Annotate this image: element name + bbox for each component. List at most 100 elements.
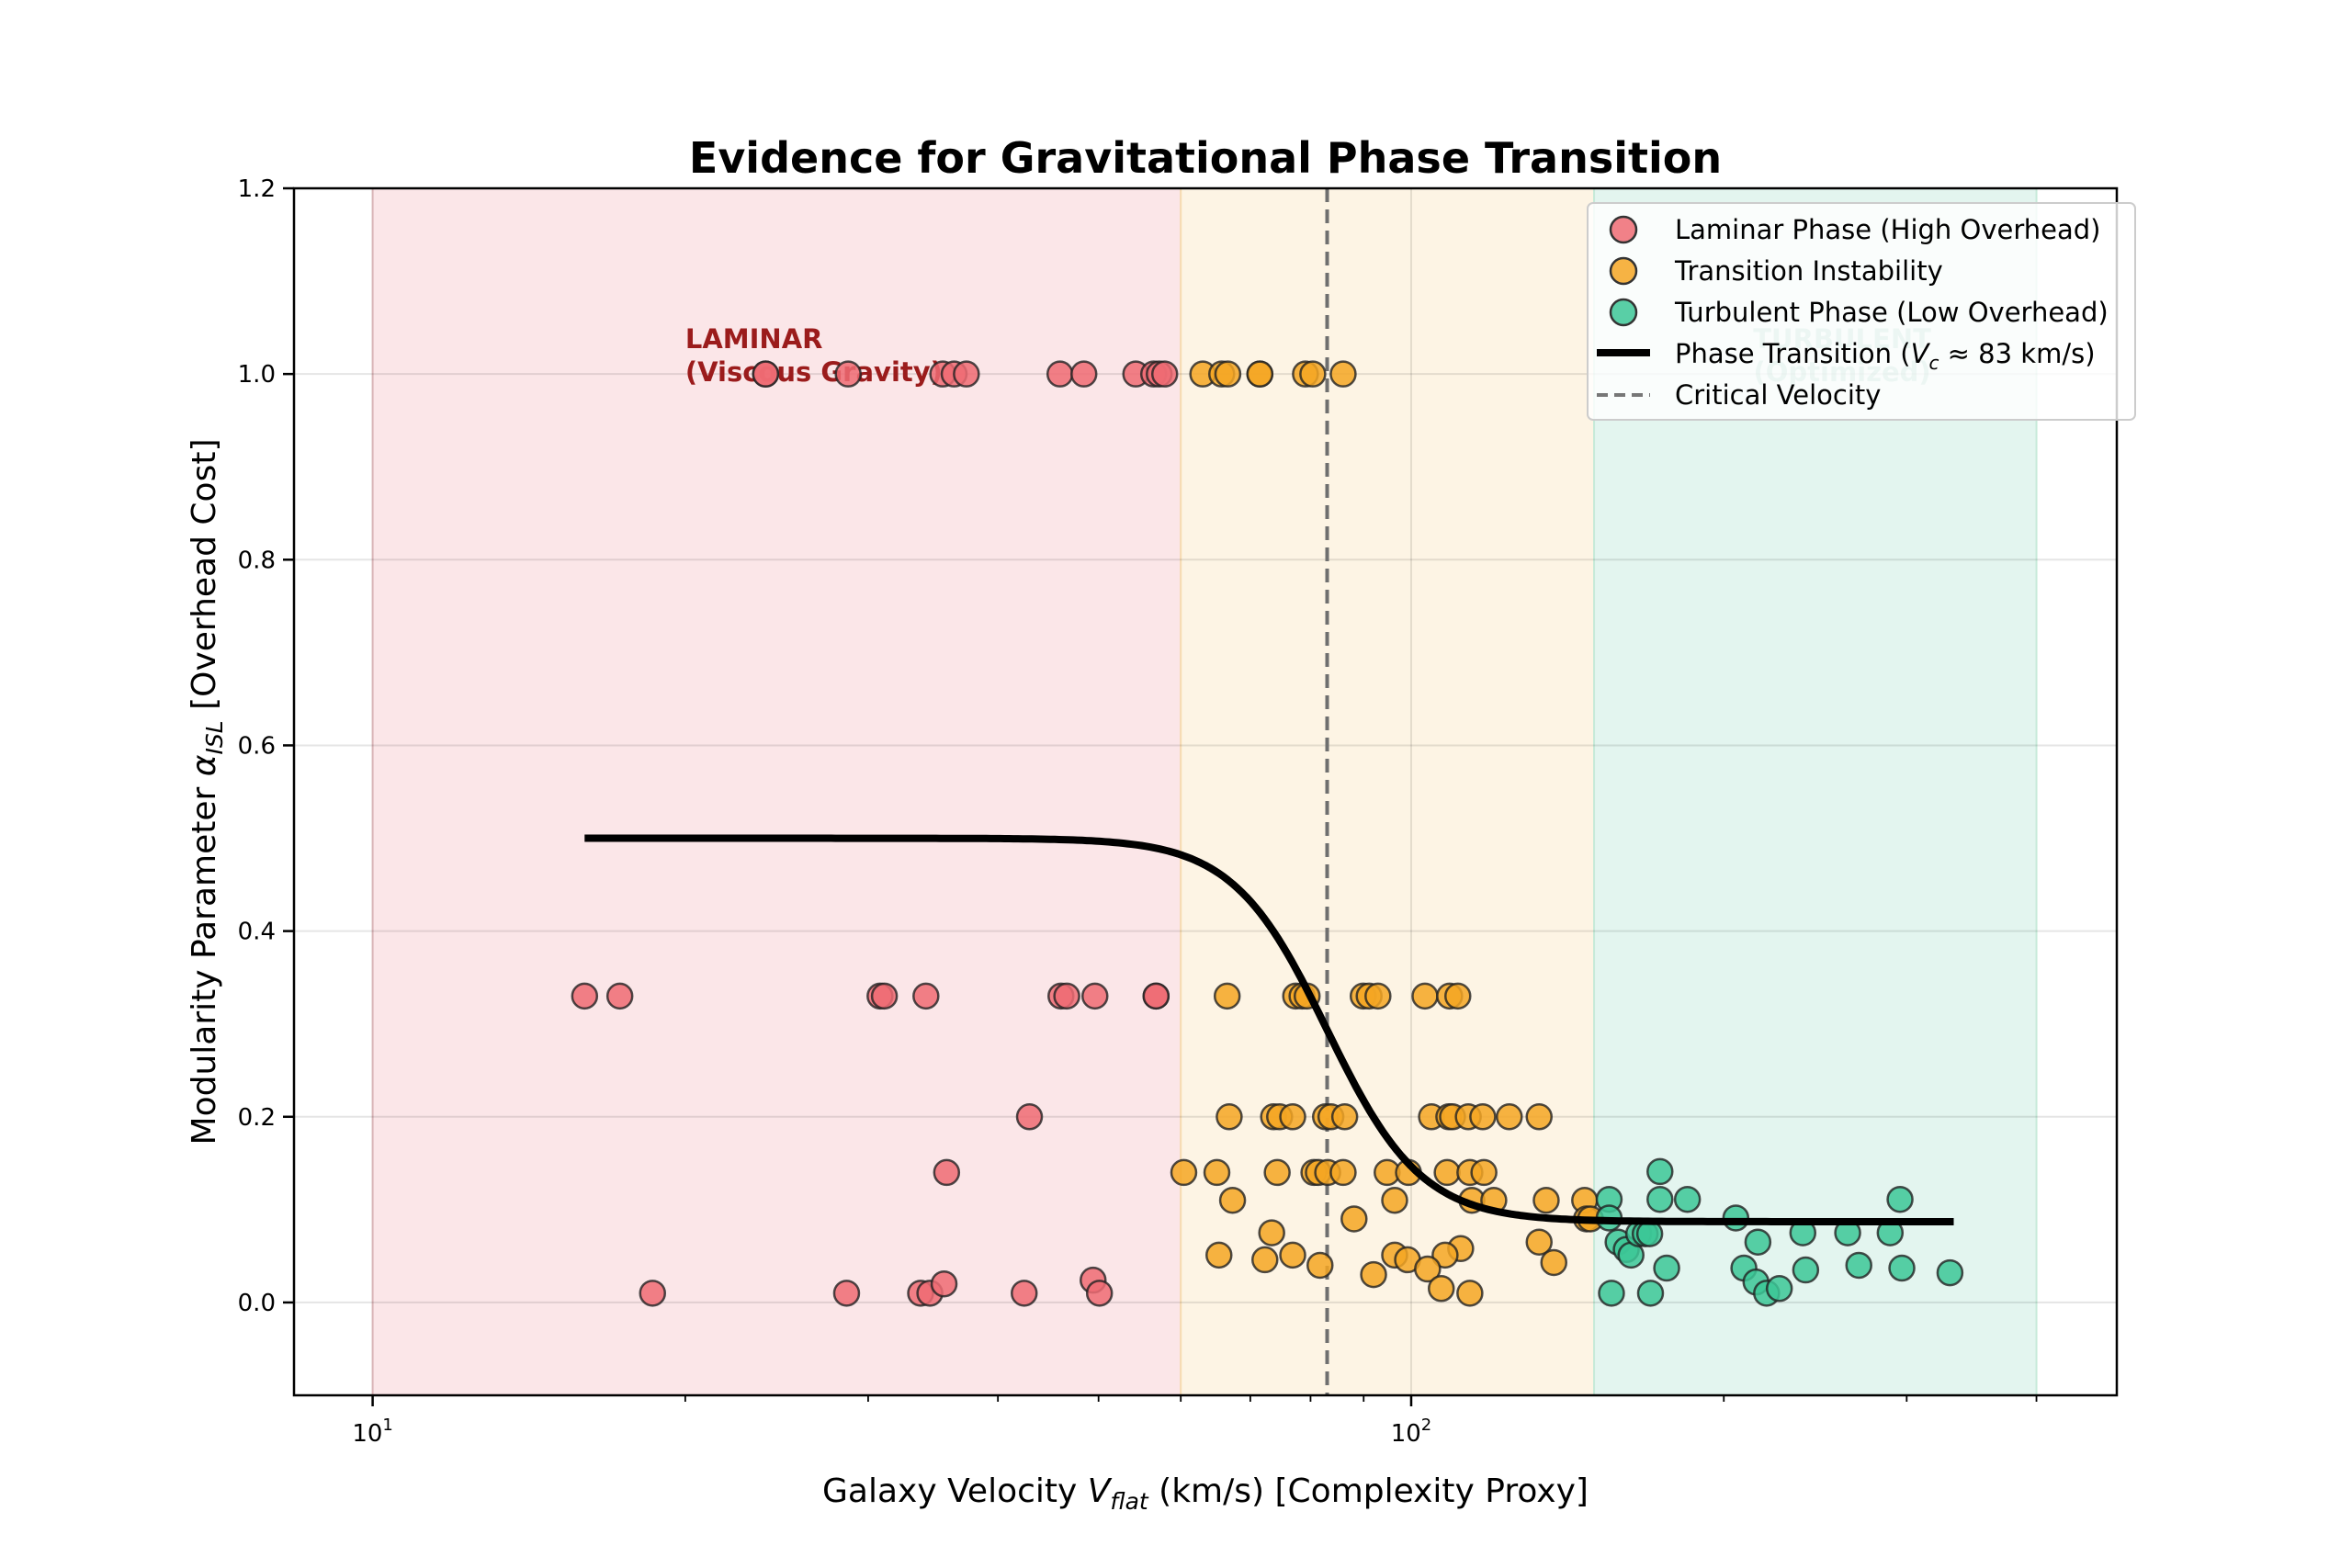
legend-label-phase-transition: Phase Transition (Vc ≈ 83 km/s) xyxy=(1675,338,2096,374)
legend-entry-critical-velocity: Critical Velocity xyxy=(1597,379,1881,411)
data-point xyxy=(834,360,862,388)
data-point xyxy=(1011,1280,1038,1307)
data-point xyxy=(1329,360,1357,388)
y-tick-label: 1.0 xyxy=(238,361,276,389)
data-point xyxy=(1886,1185,1914,1213)
data-point xyxy=(1792,1256,1820,1284)
data-point xyxy=(933,1158,961,1187)
data-point xyxy=(1279,1103,1306,1131)
data-point xyxy=(1765,1275,1793,1303)
data-point xyxy=(1360,1260,1387,1289)
data-point xyxy=(1279,1241,1306,1269)
data-point xyxy=(1532,1186,1560,1214)
data-point xyxy=(1203,1158,1231,1187)
data-point xyxy=(1251,1246,1279,1274)
data-point xyxy=(1936,1258,1964,1287)
series-transition xyxy=(1170,360,1604,1307)
data-point xyxy=(1205,1241,1233,1269)
y-axis-title: Modularity Parameter αISL [Overhead Cost… xyxy=(186,439,228,1145)
legend-marker-transition xyxy=(1609,256,1638,286)
data-point xyxy=(639,1280,666,1307)
data-point xyxy=(1525,1103,1553,1131)
axes-frame xyxy=(292,186,2119,1397)
legend-entry-turbulent: Turbulent Phase (Low Overhead) xyxy=(1609,297,2109,328)
x-axis-title: Galaxy Velocity Vflat (km/s) [Complexity… xyxy=(822,1472,1589,1515)
scatter-points xyxy=(571,360,1964,1307)
data-point xyxy=(1258,1219,1285,1247)
data-point xyxy=(1299,360,1327,388)
data-point xyxy=(1069,360,1098,388)
data-point xyxy=(752,360,780,388)
data-point xyxy=(1330,1103,1359,1131)
data-point xyxy=(1081,982,1109,1010)
data-point xyxy=(1381,1186,1408,1214)
data-point xyxy=(1170,1158,1198,1187)
annotation-laminar-line: LAMINAR xyxy=(685,323,823,355)
legend-label-turbulent: Turbulent Phase (Low Overhead) xyxy=(1674,297,2109,328)
data-point xyxy=(1214,360,1242,388)
data-point xyxy=(1845,1251,1872,1280)
data-point xyxy=(1046,360,1074,388)
annotation-laminar-line: (Viscous Gravity) xyxy=(685,356,943,388)
data-point xyxy=(1142,982,1170,1010)
y-tick-label: 0.2 xyxy=(238,1104,276,1132)
legend-label-laminar: Laminar Phase (High Overhead) xyxy=(1675,214,2100,245)
data-point xyxy=(1216,1103,1243,1131)
data-point xyxy=(1015,1103,1044,1131)
data-point xyxy=(1525,1228,1553,1256)
legend-label-critical-velocity: Critical Velocity xyxy=(1675,379,1881,411)
data-point xyxy=(1414,1255,1442,1283)
data-point xyxy=(870,982,899,1010)
data-point xyxy=(953,360,980,388)
y-axis-ticks: 0.0 0.2 0.4 0.6 0.8 1.0 1.2 xyxy=(238,175,294,1317)
y-tick-label: 1.2 xyxy=(238,175,276,203)
series-turbulent xyxy=(1595,1157,1964,1307)
data-point xyxy=(1213,982,1241,1010)
y-tick-label: 0.0 xyxy=(238,1290,276,1317)
data-point xyxy=(1329,1158,1357,1187)
data-point xyxy=(1456,1280,1484,1307)
plot-frame xyxy=(292,186,2119,1397)
data-point xyxy=(1673,1185,1702,1213)
data-point xyxy=(1470,1158,1498,1187)
x-tick-label: 102 xyxy=(1391,1416,1432,1448)
legend: Laminar Phase (High Overhead) Transition… xyxy=(1587,202,2136,421)
data-point xyxy=(1598,1280,1625,1307)
y-tick-label: 0.6 xyxy=(238,732,276,760)
legend-entry-transition: Transition Instability xyxy=(1609,255,1943,287)
data-point xyxy=(571,982,599,1010)
legend-entry-laminar: Laminar Phase (High Overhead) xyxy=(1609,214,2100,245)
series-laminar xyxy=(571,360,1179,1307)
legend-marker-turbulent xyxy=(1609,298,1638,327)
y-tick-label: 0.4 xyxy=(238,919,276,946)
data-point xyxy=(1085,1280,1114,1307)
data-point xyxy=(1646,1157,1674,1186)
x-axis-ticks: 101 102 xyxy=(352,1395,2038,1448)
y-tick-label: 0.8 xyxy=(238,547,276,574)
data-point xyxy=(930,1269,958,1298)
phase-transition-curve-group xyxy=(584,834,1954,1225)
data-point xyxy=(1218,1186,1247,1214)
data-point xyxy=(1744,1228,1772,1256)
data-point xyxy=(1636,1280,1665,1307)
data-point xyxy=(1888,1254,1916,1282)
data-point xyxy=(832,1280,861,1307)
phase-transition-curve xyxy=(584,834,1954,1225)
legend-entry-phase-transition: Phase Transition (Vc ≈ 83 km/s) xyxy=(1597,338,2096,374)
data-point xyxy=(1263,1158,1291,1187)
legend-label-transition: Transition Instability xyxy=(1674,255,1943,287)
data-point xyxy=(1306,1251,1334,1280)
data-point xyxy=(1364,982,1392,1010)
data-point xyxy=(1150,360,1179,388)
data-point xyxy=(1444,982,1472,1010)
legend-box xyxy=(1587,202,2136,421)
x-tick-label: 101 xyxy=(352,1416,393,1448)
chart-title: Evidence for Gravitational Phase Transit… xyxy=(689,133,1722,183)
data-point xyxy=(1540,1248,1567,1277)
data-point xyxy=(1469,1103,1497,1131)
data-point xyxy=(1433,1158,1461,1187)
data-point xyxy=(1653,1254,1680,1282)
data-point xyxy=(605,982,634,1010)
data-point xyxy=(1340,1205,1368,1233)
